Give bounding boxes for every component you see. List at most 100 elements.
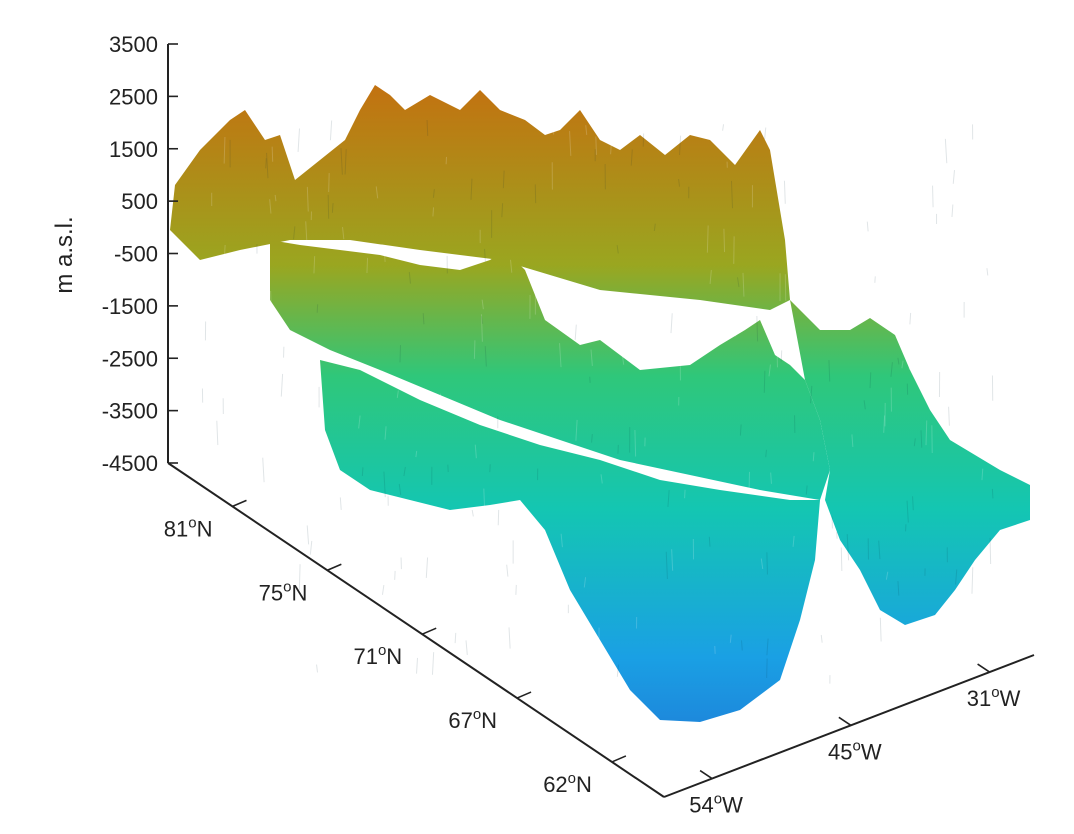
texture-stroke — [828, 360, 831, 382]
texture-stroke — [328, 173, 330, 193]
texture-stroke — [600, 474, 603, 484]
texture-stroke — [760, 558, 764, 570]
texture-stroke — [339, 497, 342, 510]
z-axis-ticks: 3500 2500 1500 500 -500 -1500 -2500 -3500 -4500 — [102, 32, 178, 476]
texture-stroke — [559, 343, 562, 368]
texture-stroke — [384, 426, 387, 440]
texture-stroke — [898, 213, 901, 220]
texture-stroke — [766, 638, 769, 656]
texture-stroke — [383, 246, 386, 262]
texture-stroke — [432, 207, 435, 217]
terrain-east-lobe — [790, 300, 1030, 625]
texture-stroke — [595, 136, 597, 155]
z-tick-label: 1500 — [109, 137, 158, 162]
latitude-tick-label: 71oN — [353, 642, 402, 669]
terrain-texture — [200, 119, 1000, 684]
texture-stroke — [890, 362, 893, 377]
texture-stroke — [610, 139, 613, 155]
texture-stroke — [763, 370, 766, 393]
texture-stroke — [470, 178, 473, 200]
texture-stroke — [997, 127, 1000, 135]
texture-stroke — [480, 315, 484, 324]
texture-stroke — [708, 536, 711, 547]
texture-stroke — [653, 223, 656, 232]
texture-stroke — [381, 585, 385, 595]
texture-stroke — [729, 634, 732, 643]
texture-stroke — [438, 393, 442, 407]
texture-stroke — [329, 120, 333, 141]
texture-stroke — [484, 248, 486, 262]
texture-stroke — [396, 390, 399, 398]
texture-stroke — [471, 509, 474, 517]
texture-stroke — [383, 471, 386, 498]
texture-stroke — [342, 227, 345, 240]
texture-stroke — [885, 571, 889, 580]
texture-stroke — [780, 350, 783, 362]
latitude-axis: 81oN 75oN 71oN 67oN 62oN — [164, 462, 665, 798]
texture-stroke — [616, 664, 620, 677]
texture-stroke — [316, 304, 319, 313]
texture-stroke — [216, 420, 219, 446]
texture-stroke — [484, 346, 487, 367]
texture-stroke — [262, 457, 265, 483]
texture-stroke — [622, 356, 625, 365]
texture-stroke — [951, 204, 954, 218]
texture-stroke — [399, 345, 402, 363]
texture-stroke — [730, 180, 734, 209]
texture-stroke — [416, 657, 419, 674]
texture-stroke — [506, 564, 509, 577]
texture-stroke — [506, 562, 509, 573]
texture-stroke — [883, 415, 886, 433]
longitude-tick-mark — [838, 716, 852, 726]
latitude-tick-mark — [421, 627, 437, 635]
texture-stroke — [863, 400, 866, 410]
z-tick-label: -500 — [114, 242, 158, 267]
texture-stroke — [585, 125, 588, 136]
texture-stroke — [378, 556, 381, 579]
texture-stroke — [583, 577, 587, 588]
texture-stroke — [756, 316, 759, 342]
latitude-axis-ticks: 81oN 75oN 71oN 67oN 62oN — [164, 499, 627, 797]
latitude-axis-line — [167, 462, 665, 798]
texture-stroke — [616, 245, 619, 254]
texture-stroke — [770, 472, 772, 484]
z-tick-label: 500 — [121, 189, 158, 214]
texture-stroke — [349, 483, 353, 496]
texture-stroke — [906, 500, 909, 523]
texture-stroke — [630, 149, 633, 166]
texture-stroke — [293, 226, 296, 240]
texture-stroke — [991, 488, 994, 499]
latitude-tick-label: 62oN — [543, 770, 592, 797]
texture-stroke — [742, 272, 745, 297]
texture-stroke — [432, 189, 435, 198]
latitude-tick-label: 81oN — [164, 514, 213, 541]
texture-stroke — [709, 270, 712, 285]
latitude-tick-label: 67oN — [448, 706, 497, 733]
texture-stroke — [909, 312, 912, 325]
texture-stroke — [706, 225, 709, 253]
texture-stroke — [723, 228, 726, 253]
z-tick-label: -1500 — [102, 294, 158, 319]
texture-stroke — [425, 557, 429, 578]
texture-stroke — [901, 360, 904, 369]
texture-stroke — [764, 127, 767, 139]
texture-stroke — [403, 466, 406, 477]
texture-stroke — [502, 170, 505, 189]
z-tick-label: -2500 — [102, 346, 158, 371]
texture-stroke — [766, 552, 768, 575]
texture-stroke — [266, 152, 269, 179]
texture-stroke — [340, 148, 343, 175]
texture-stroke — [298, 564, 301, 590]
texture-stroke — [768, 364, 771, 377]
texture-stroke — [375, 186, 379, 199]
texture-stroke — [344, 149, 347, 175]
texture-stroke — [513, 504, 516, 527]
texture-stroke — [265, 158, 267, 169]
texture-stroke — [591, 433, 593, 443]
texture-stroke — [306, 525, 310, 545]
texture-stroke — [820, 634, 823, 643]
texture-stroke — [385, 534, 388, 548]
texture-stroke — [981, 468, 984, 481]
texture-stroke — [986, 268, 989, 276]
